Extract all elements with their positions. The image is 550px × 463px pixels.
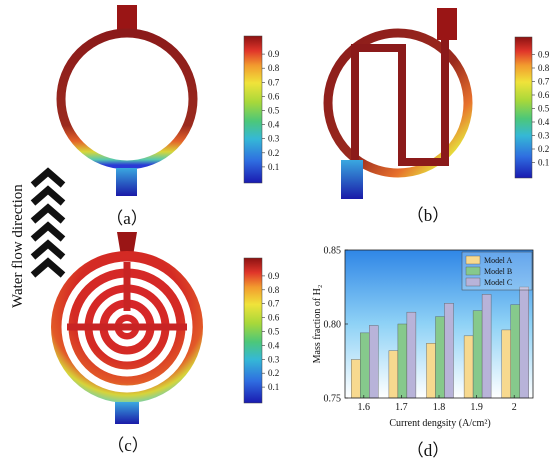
colorbar-tick-label: 0.8	[268, 285, 280, 295]
colorbar-tick-label: 0.3	[268, 134, 280, 144]
x-tick-label: 1.7	[395, 402, 408, 413]
y-tick-label: 0.80	[324, 320, 342, 331]
arrow-chevron-icon	[30, 239, 66, 260]
colorbar-a	[243, 35, 263, 184]
chart-bar	[444, 303, 454, 399]
colorbar-tick-label: 0.6	[268, 313, 280, 323]
colorbar-tick-label: 0.2	[268, 368, 279, 378]
arrow-chevron-icon	[30, 167, 66, 188]
colorbar-c-ticks: 0.9 0.8 0.7 0.6 0.5 0.4 0.3 0.2 0.1	[262, 271, 280, 392]
legend-label: Model B	[484, 267, 512, 276]
panel-d: 0.75 0.80 0.85 1.6 1.7 1.8 1.9 2 Current dengs…	[312, 246, 534, 460]
outlet-c	[115, 402, 139, 424]
colorbar-tick-label: 0.8	[538, 63, 550, 73]
colorbar-tick-label: 0.4	[538, 117, 550, 127]
chart-y-ticks: 0.75 0.80 0.85	[324, 246, 348, 405]
chart-bar	[397, 323, 408, 399]
colorbar-tick-label: 0.1	[268, 162, 279, 172]
x-tick-label: 1.6	[358, 402, 371, 413]
panel-a: （a） 0.9 0.8 0.7 0.6 0.5 0.4 0.3 0.2 0.1	[56, 5, 280, 228]
arrow-chevron-icon	[30, 221, 66, 242]
chart-bar	[519, 286, 529, 399]
colorbar-tick-label: 0.4	[268, 120, 280, 130]
colorbar-tick-label: 0.7	[268, 299, 280, 309]
inlet-b	[437, 8, 457, 40]
chart-bar	[435, 316, 445, 399]
inlet-a	[117, 5, 137, 31]
colorbar-tick-label: 0.3	[268, 354, 280, 364]
chart-bar	[426, 343, 436, 399]
chart-bar	[501, 329, 511, 399]
arrow-chevron-icon	[30, 203, 66, 224]
colorbar-tick-label: 0.9	[538, 50, 550, 60]
chart-bar	[369, 325, 379, 399]
chart-bar	[481, 294, 492, 399]
colorbar-b-ticks: 0.9 0.8 0.7 0.6 0.5 0.4 0.3 0.2 0.1	[532, 50, 550, 168]
x-tick-label: 1.8	[433, 402, 446, 413]
chart-legend: Model A Model B Model C	[461, 251, 533, 291]
colorbar-tick-label: 0.5	[268, 327, 280, 337]
panel-label-a: （a）	[106, 209, 148, 228]
panel-label-b: （b）	[407, 206, 450, 225]
x-tick-label: 2	[512, 402, 517, 413]
colorbar-tick-label: 0.1	[538, 158, 549, 168]
chart-x-label: Current dengsity (A/cm²)	[389, 418, 490, 429]
y-tick-label: 0.85	[324, 246, 342, 257]
outlet-a	[116, 168, 137, 196]
legend-swatch	[465, 266, 481, 276]
colorbar-tick-label: 0.6	[268, 91, 280, 101]
plate-ring-b	[323, 28, 473, 178]
chart-x-ticks: 1.6 1.7 1.8 1.9 2	[358, 395, 517, 413]
colorbar-b	[514, 36, 533, 179]
chart-bar	[463, 335, 474, 399]
panel-c: （c） 0.9 0.8 0.7 0.6 0.5 0.4 0.3 0.2 0.1	[51, 232, 280, 455]
colorbar-tick-label: 0.9	[268, 271, 280, 281]
chart-bar	[360, 332, 370, 399]
arrow-chevron-icon	[30, 185, 66, 206]
colorbar-tick-label: 0.5	[268, 106, 280, 116]
channel-b-serpentine	[351, 40, 449, 170]
panel-b: （b） 0.9 0.8 0.7 0.6 0.5 0.4 0.3 0.2 0.1	[323, 8, 550, 225]
colorbar-tick-label: 0.2	[538, 144, 549, 154]
y-tick-label: 0.75	[324, 394, 342, 405]
colorbar-tick-label: 0.6	[538, 90, 550, 100]
colorbar-a-ticks: 0.9 0.8 0.7 0.6 0.5 0.4 0.3 0.2 0.1	[262, 49, 280, 172]
chart-bar	[351, 359, 361, 399]
legend-label: Model A	[484, 256, 512, 265]
legend-swatch	[465, 277, 481, 287]
legend-swatch	[465, 255, 481, 265]
flow-text: Water flow direction	[10, 184, 26, 308]
colorbar-tick-label: 0.3	[538, 131, 550, 141]
colorbar-tick-label: 0.2	[268, 148, 279, 158]
flow-indicator: Water flow direction	[10, 167, 66, 308]
chart-bars	[351, 286, 529, 399]
panel-label-c: （c）	[107, 436, 149, 455]
chart-y-label: Mass fraction of H₂	[312, 285, 323, 364]
chart-bar	[510, 304, 520, 399]
chart-bar	[406, 311, 417, 399]
colorbar-tick-label: 0.9	[268, 49, 280, 59]
x-tick-label: 1.9	[470, 402, 483, 413]
colorbar-tick-label: 0.7	[268, 77, 280, 87]
legend-label: Model C	[484, 278, 512, 287]
colorbar-tick-label: 0.8	[268, 63, 280, 73]
colorbar-tick-label: 0.1	[268, 382, 279, 392]
chart-bar	[388, 350, 399, 399]
colorbar-tick-label: 0.5	[538, 104, 550, 114]
colorbar-tick-label: 0.4	[268, 340, 280, 350]
arrow-chevron-icon	[30, 257, 66, 278]
chart-bar	[472, 310, 483, 399]
panel-label-d: （d）	[407, 441, 450, 460]
colorbar-tick-label: 0.7	[538, 77, 550, 87]
colorbar-c	[243, 257, 263, 404]
outlet-b	[341, 160, 363, 199]
